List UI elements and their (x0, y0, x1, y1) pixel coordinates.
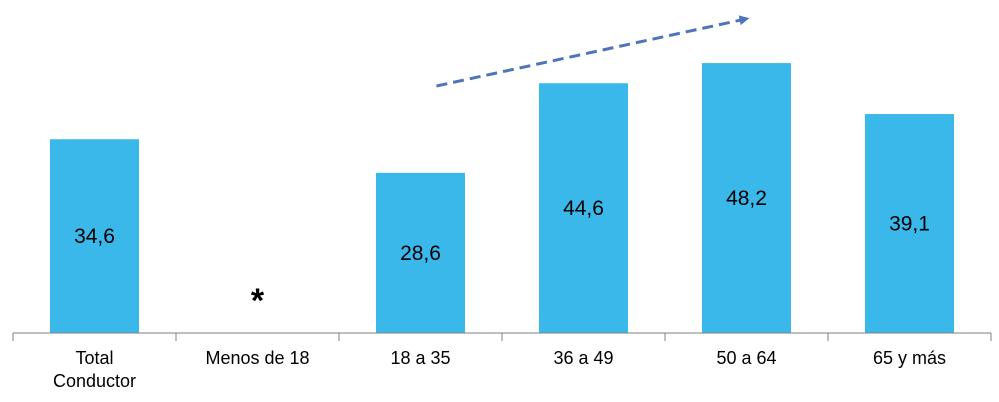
x-tick-label: 50 a 64 (716, 348, 776, 368)
x-tick-label: 65 y más (873, 348, 946, 368)
bar-value-label: 28,6 (400, 242, 441, 265)
x-axis (12, 332, 992, 341)
bar (539, 83, 628, 334)
bar (376, 172, 465, 333)
annotations-group (436, 15, 750, 88)
bar (702, 63, 791, 334)
labels-group: 34,6 * 28,6 44,6 48,2 39,1 Total Conductor Menos… (53, 187, 946, 391)
bar-value-label: 48,2 (726, 187, 767, 210)
bar (50, 139, 139, 333)
bars-group (50, 63, 954, 334)
x-tick-label: Menos de 18 (205, 348, 309, 368)
bar-value-label: 44,6 (563, 197, 604, 220)
trend-arrow (436, 15, 750, 88)
x-tick-label: 18 a 35 (390, 348, 450, 368)
bar-value-label: 34,6 (74, 225, 115, 248)
bar (865, 114, 954, 333)
x-tick-label: Total Conductor (53, 348, 136, 391)
no-data-marker: * (251, 282, 265, 320)
x-tick-label: 36 a 49 (553, 348, 613, 368)
bar-value-label: 39,1 (889, 213, 930, 236)
